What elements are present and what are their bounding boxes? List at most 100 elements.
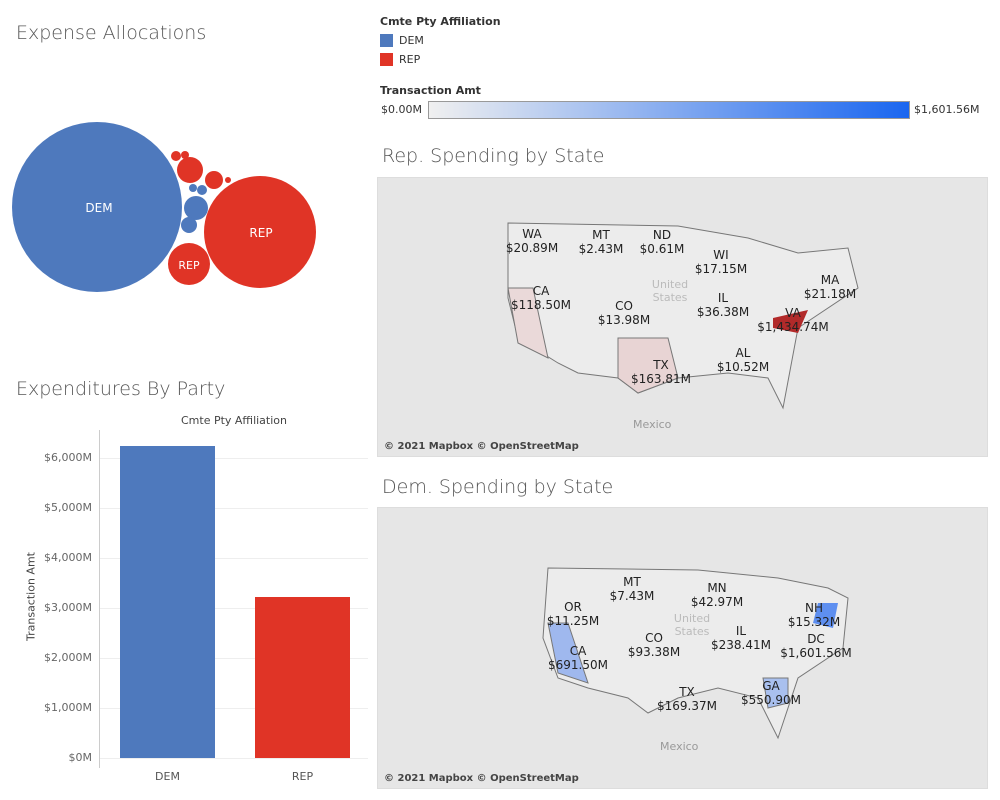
bubble-label: REP [178,259,200,272]
gridline [100,458,368,459]
state-value: $2.43M [578,242,624,256]
bar-dem[interactable] [120,446,215,758]
bubble-small[interactable] [171,151,181,161]
bubble-small[interactable] [205,171,223,189]
legend-amt-title: Transaction Amt [380,84,481,97]
state-code: GA [762,679,780,693]
bubble-rep[interactable] [204,176,316,288]
bubble-small[interactable] [189,184,197,192]
state-code: WA [522,227,542,241]
state-code: MT [592,228,610,242]
y-tick-label: $5,000M [44,501,92,514]
state-value: $118.50M [511,298,571,312]
bubble-dem[interactable] [12,122,182,292]
state-code: AL [735,346,751,360]
state-value: $0.61M [639,242,685,256]
rep-map[interactable]: United States © 2021 Mapbox © OpenStreet… [377,177,988,457]
state-label-nh[interactable]: NH $15.32M [788,601,840,629]
legend-item-rep[interactable]: REP [380,53,420,66]
state-code: CO [645,631,663,645]
bar-rep[interactable] [255,597,350,758]
bubble-small[interactable] [184,196,208,220]
state-label-wi[interactable]: WI $17.15M [695,248,747,276]
y-tick-label: $2,000M [44,651,92,664]
y-tick-label: $6,000M [44,451,92,464]
legend-min: $0.00M [381,103,422,116]
state-label-ma[interactable]: MA $21.18M [804,273,856,301]
gridline [100,708,368,709]
state-value: $238.41M [711,638,771,652]
state-code: TX [653,358,669,372]
state-value: $550.90M [741,693,801,707]
state-label-dc[interactable]: DC $1,601.56M [780,632,851,660]
state-label-tx[interactable]: TX $169.37M [657,685,717,713]
state-label-il[interactable]: IL $238.41M [711,624,771,652]
state-code: VA [785,306,801,320]
bar-title: Expenditures By Party [16,378,226,400]
bubble-small[interactable] [225,177,231,183]
state-label-mn[interactable]: MN $42.97M [691,581,743,609]
state-value: $36.38M [696,305,750,319]
legend-label: REP [399,53,421,66]
y-tick-label: $1,000M [44,701,92,714]
legend-swatch [380,53,393,66]
state-label-or[interactable]: OR $11.25M [547,600,599,628]
state-value: $42.97M [690,595,744,609]
bubble-rep-small[interactable] [168,243,210,285]
bubble-label: DEM [85,201,112,215]
state-code: IL [717,291,729,305]
bubble-chart: DEM REP REP [12,122,316,292]
state-label-tx[interactable]: TX $163.81M [631,358,691,386]
gridline [100,658,368,659]
mexico-label: Mexico [660,740,699,753]
y-tick-label: $4,000M [44,551,92,564]
state-code: NH [805,601,823,615]
state-label-ca[interactable]: CA $691.50M [548,644,608,672]
state-label-va[interactable]: VA $1,434.74M [757,306,828,334]
state-code: ND [652,228,672,242]
gridline [100,558,368,559]
bubble-small[interactable] [181,217,197,233]
bubble-small[interactable] [177,157,203,183]
state-value: $1,434.74M [757,320,829,334]
bar-header: Cmte Pty Affiliation [180,414,287,427]
state-code: IL [735,624,747,638]
state-label-al[interactable]: AL $10.52M [717,346,769,374]
state-code: CA [532,284,550,298]
bubble-label: REP [249,226,272,240]
state-label-co[interactable]: CO $13.98M [598,299,650,327]
state-value: $163.81M [631,372,691,386]
legend-item-dem[interactable]: DEM [380,34,424,47]
y-tick-label: $0M [68,751,93,764]
state-value: $20.89M [505,241,559,255]
legend-party-title: Cmte Pty Affiliation [380,15,501,28]
state-label-mt[interactable]: MT $7.43M [610,575,655,603]
bubble-small[interactable] [181,151,189,159]
state-value: $93.38M [627,645,681,659]
gridline [100,508,368,509]
state-value: $15.32M [787,615,841,629]
state-label-mt[interactable]: MT $2.43M [579,228,624,256]
state-code: MT [623,575,641,589]
state-value: $1,601.56M [780,646,852,660]
state-code: OR [564,600,582,614]
y-axis [99,430,100,768]
state-label-nd[interactable]: ND $0.61M [640,228,685,256]
bubble-small[interactable] [197,185,207,195]
state-label-ga[interactable]: GA $550.90M [741,679,801,707]
state-code: TX [679,685,695,699]
state-label-wa[interactable]: WA $20.89M [506,227,558,255]
state-label-co[interactable]: CO $93.38M [628,631,680,659]
state-value: $21.18M [803,287,857,301]
state-code: DC [807,632,825,646]
state-label-ca[interactable]: CA $118.50M [511,284,571,312]
state-value: $11.25M [546,614,600,628]
legend-swatch [380,34,393,47]
state-code: MN [707,581,727,595]
state-label-il[interactable]: IL $36.38M [697,291,749,319]
dem-map-title: Dem. Spending by State [382,476,614,498]
y-tick-label: $3,000M [44,601,92,614]
dem-map[interactable]: United States © 2021 Mapbox © OpenStreet… [377,507,988,789]
map-credit: © 2021 Mapbox © OpenStreetMap [384,773,579,784]
state-code: CA [569,644,587,658]
